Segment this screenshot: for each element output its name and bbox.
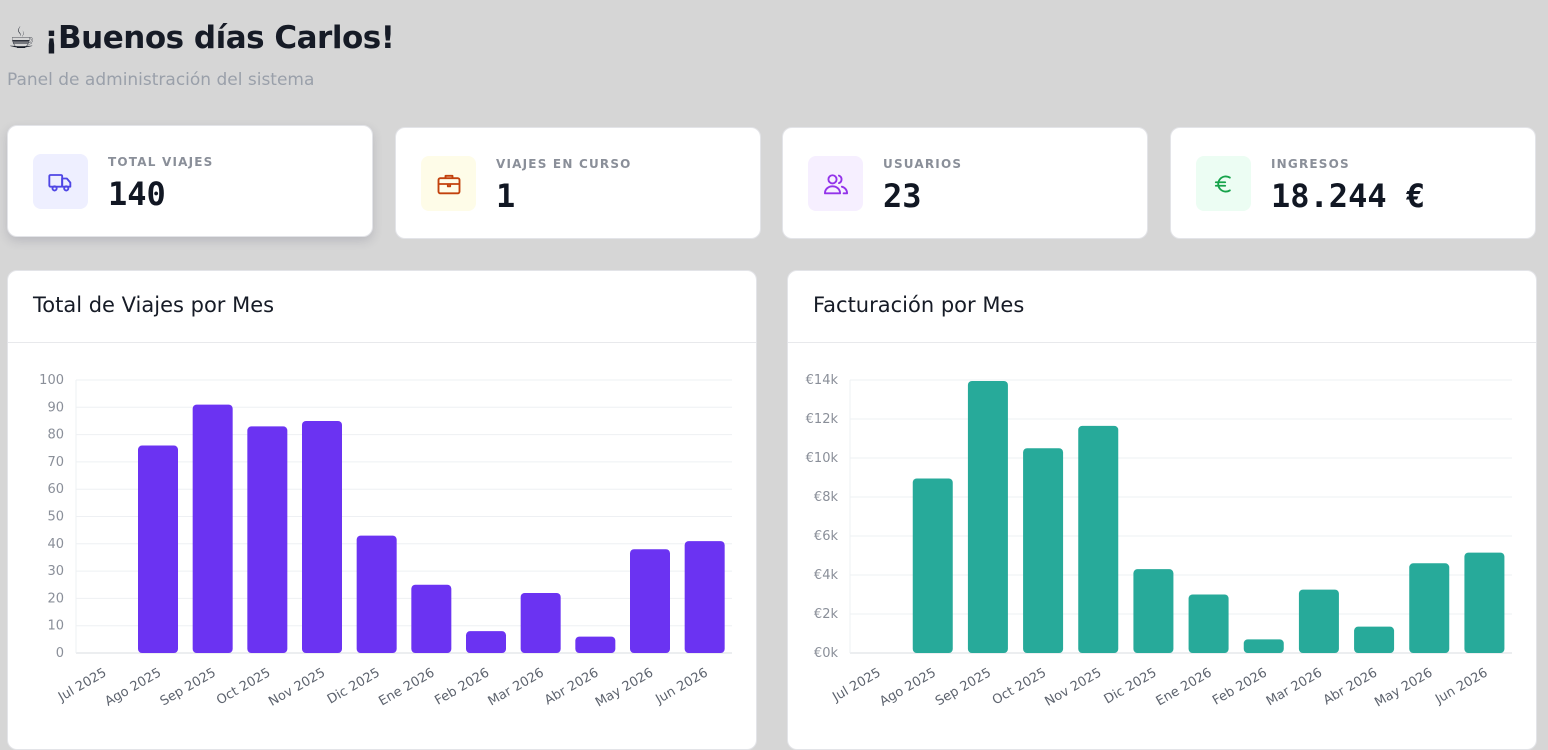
y-tick-label: €0k bbox=[814, 646, 839, 661]
y-tick-label: 90 bbox=[47, 400, 64, 415]
greeting-heading: ☕ ¡Buenos días Carlos! bbox=[8, 20, 395, 56]
x-tick-label: Abr 2026 bbox=[542, 665, 601, 708]
x-tick-label: Sep 2025 bbox=[158, 665, 219, 709]
stat-value: 23 bbox=[883, 177, 922, 215]
stat-label: USUARIOS bbox=[883, 157, 963, 171]
bar[interactable] bbox=[1023, 448, 1064, 653]
bar[interactable] bbox=[138, 445, 178, 653]
truck-icon bbox=[33, 154, 88, 209]
x-tick-label: Oct 2025 bbox=[214, 665, 273, 708]
bar[interactable] bbox=[912, 478, 953, 653]
stat-value: 1 bbox=[496, 177, 516, 215]
stat-label: VIAJES EN CURSO bbox=[496, 157, 632, 171]
x-tick-label: Feb 2026 bbox=[1210, 665, 1270, 708]
y-tick-label: 60 bbox=[47, 482, 64, 497]
y-tick-label: 30 bbox=[47, 564, 64, 579]
bar[interactable] bbox=[1354, 626, 1395, 653]
y-tick-label: €4k bbox=[814, 568, 839, 583]
bar[interactable] bbox=[1298, 589, 1339, 653]
bar[interactable] bbox=[1243, 639, 1284, 653]
x-tick-label: Ago 2025 bbox=[103, 665, 164, 709]
bar[interactable] bbox=[520, 592, 561, 653]
stat-value: 18.244 € bbox=[1271, 177, 1426, 215]
page-header: ☕ ¡Buenos días Carlos! Panel de administ… bbox=[7, 20, 395, 90]
bar[interactable] bbox=[1078, 425, 1119, 653]
bar[interactable] bbox=[575, 636, 616, 653]
revenue-chart-title: Facturación por Mes bbox=[813, 293, 1025, 317]
coffee-icon: ☕ bbox=[8, 20, 35, 56]
x-tick-label: May 2026 bbox=[1372, 665, 1435, 710]
x-tick-label: Jun 2026 bbox=[652, 665, 710, 707]
x-tick-label: Nov 2025 bbox=[266, 665, 328, 709]
stat-label: TOTAL VIAJES bbox=[108, 155, 214, 169]
y-tick-label: €6k bbox=[814, 529, 839, 544]
x-tick-label: Feb 2026 bbox=[432, 665, 492, 708]
briefcase-icon bbox=[421, 156, 476, 211]
stat-card-ingresos[interactable]: INGRESOS 18.244 € bbox=[1170, 127, 1536, 239]
y-tick-label: 100 bbox=[39, 373, 64, 388]
stat-label: INGRESOS bbox=[1271, 157, 1350, 171]
x-tick-label: Nov 2025 bbox=[1043, 665, 1105, 709]
y-tick-label: €8k bbox=[814, 490, 839, 505]
y-tick-label: 20 bbox=[47, 591, 64, 606]
bar[interactable] bbox=[466, 631, 506, 653]
x-tick-label: Oct 2025 bbox=[990, 665, 1049, 708]
stat-card-viajes-en-curso[interactable]: VIAJES EN CURSO 1 bbox=[395, 127, 761, 239]
bar[interactable] bbox=[411, 584, 452, 653]
y-tick-label: 80 bbox=[47, 428, 64, 443]
bar[interactable] bbox=[1133, 569, 1174, 653]
x-tick-label: Ago 2025 bbox=[877, 665, 938, 709]
trips-chart-panel: Total de Viajes por Mes 0 10 20 30 40 50 60 70 8… bbox=[7, 270, 757, 750]
x-tick-label: Jul 2025 bbox=[55, 665, 109, 705]
x-tick-label: Sep 2025 bbox=[933, 665, 994, 709]
x-tick-label: Jun 2026 bbox=[1432, 665, 1490, 707]
y-tick-label: 50 bbox=[47, 510, 64, 525]
bar[interactable] bbox=[1464, 552, 1505, 653]
x-tick-label: Jul 2025 bbox=[829, 665, 883, 705]
bar[interactable] bbox=[356, 535, 397, 653]
bar[interactable] bbox=[967, 380, 1008, 653]
y-tick-label: 40 bbox=[47, 537, 64, 552]
page-subtitle: Panel de administración del sistema bbox=[7, 70, 315, 90]
bar[interactable] bbox=[684, 541, 725, 653]
y-tick-label: €2k bbox=[814, 607, 839, 622]
trips-chart-title: Total de Viajes por Mes bbox=[33, 293, 275, 317]
bar[interactable] bbox=[302, 420, 342, 653]
revenue-chart-panel: Facturación por Mes €0k €2k €4k €6k €8k €10k €… bbox=[787, 270, 1537, 750]
y-tick-label: €10k bbox=[806, 451, 839, 466]
bar[interactable] bbox=[1409, 563, 1450, 653]
y-tick-label: €12k bbox=[806, 412, 839, 427]
x-tick-label: Dic 2025 bbox=[1102, 665, 1160, 707]
y-tick-label: €14k bbox=[806, 373, 839, 388]
panel-divider bbox=[8, 342, 756, 343]
stat-card-usuarios[interactable]: USUARIOS 23 bbox=[782, 127, 1148, 239]
x-tick-label: Mar 2026 bbox=[486, 665, 547, 709]
x-tick-label: Mar 2026 bbox=[1264, 665, 1325, 709]
y-tick-label: 0 bbox=[56, 646, 64, 661]
stat-card-total-viajes[interactable]: TOTAL VIAJES 140 bbox=[7, 125, 373, 237]
bar[interactable] bbox=[192, 404, 233, 653]
stat-value: 140 bbox=[108, 175, 166, 213]
x-tick-label: Abr 2026 bbox=[1321, 665, 1380, 708]
greeting-text: ¡Buenos días Carlos! bbox=[44, 20, 395, 56]
bar[interactable] bbox=[630, 549, 670, 653]
euro-icon bbox=[1196, 156, 1251, 211]
bar[interactable] bbox=[1188, 594, 1229, 654]
x-tick-label: Ene 2026 bbox=[1154, 665, 1215, 709]
y-tick-label: 10 bbox=[47, 619, 64, 634]
panel-divider bbox=[788, 342, 1536, 343]
bar[interactable] bbox=[247, 426, 288, 653]
x-tick-label: Ene 2026 bbox=[376, 665, 437, 709]
x-tick-label: May 2026 bbox=[593, 665, 656, 710]
users-icon bbox=[808, 156, 863, 211]
y-tick-label: 70 bbox=[47, 455, 64, 470]
x-tick-label: Dic 2025 bbox=[325, 665, 383, 707]
